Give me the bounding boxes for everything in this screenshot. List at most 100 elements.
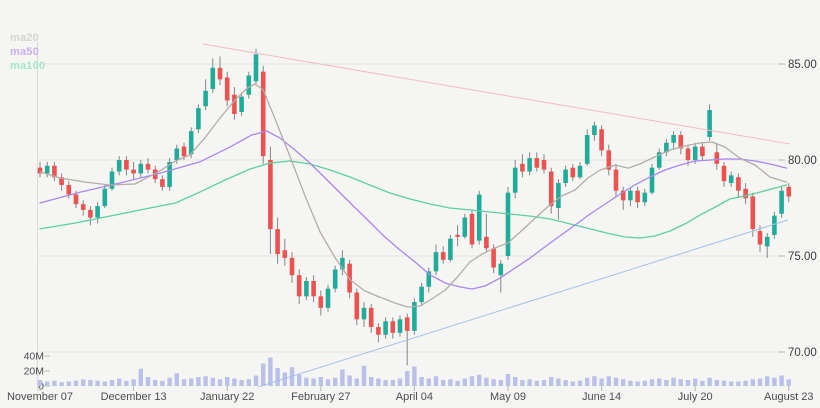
volume-bar (412, 366, 417, 386)
candle-up (304, 280, 309, 297)
candle-up (138, 163, 144, 174)
candle-up (498, 263, 504, 276)
volume-bar (124, 380, 129, 386)
volume-bar (268, 357, 273, 386)
volume-bar (520, 380, 525, 386)
volume-bar (397, 378, 403, 386)
volume-bar (462, 378, 467, 386)
candle-up (325, 288, 331, 308)
volume-bar (534, 380, 539, 386)
candle-up (203, 90, 208, 107)
candle-up (246, 75, 252, 95)
volume-bar (210, 377, 215, 386)
candle-down (354, 292, 360, 320)
candle-down (376, 327, 381, 335)
volume-bar (102, 381, 107, 386)
volume-bar (549, 377, 554, 386)
volume-bar (340, 369, 345, 386)
date-tick-label: January 22 (200, 391, 254, 403)
volume-bar (577, 380, 583, 386)
volume-bar (563, 380, 568, 386)
candle-up (656, 152, 662, 168)
candle-down (700, 146, 705, 157)
candle-down (260, 71, 266, 157)
candle-up (556, 183, 561, 208)
volume-bar (541, 380, 547, 386)
volume-bar (707, 377, 712, 386)
candle-down (455, 234, 460, 237)
date-tick-label: February 27 (291, 391, 350, 403)
volume-bar (484, 377, 489, 386)
candle-up (419, 286, 424, 303)
volume-bar (714, 380, 719, 386)
candle-down (131, 169, 136, 174)
ma20-line (39, 83, 788, 308)
volume-tick-label: 40M (24, 351, 44, 363)
candle-down (678, 135, 684, 149)
volume-tick-label: 20M (24, 366, 44, 378)
descending-resistance-trendline (202, 43, 791, 145)
volume-bar (433, 376, 439, 386)
candle-up (527, 158, 532, 172)
volume-bar (405, 371, 410, 386)
volume-bar (786, 379, 791, 386)
volume-bar (196, 377, 201, 386)
candle-up (95, 206, 100, 218)
volume-bar (117, 378, 122, 386)
volume-bar (729, 381, 734, 386)
candle-down (124, 160, 129, 170)
candle-up (174, 148, 180, 160)
candle-up (512, 167, 518, 193)
candle-down (757, 231, 763, 245)
candle-up (188, 131, 194, 155)
candle-up (764, 236, 770, 247)
volume-bar (318, 377, 323, 386)
volume-bar (246, 379, 251, 386)
ascending-support-trendline (258, 219, 789, 388)
candle-up (340, 257, 345, 270)
volume-bar (138, 368, 143, 386)
volume-bar (678, 379, 683, 386)
candle-down (311, 280, 316, 297)
date-tick-label: May 09 (490, 391, 526, 403)
volume-bar (52, 380, 57, 386)
volume-bar (757, 378, 763, 386)
volume-bar (347, 375, 352, 386)
candle-down (368, 307, 374, 328)
candle-down (404, 317, 410, 331)
volume-bar (45, 381, 50, 386)
volume-bar (664, 380, 669, 386)
volume-bar (390, 380, 395, 386)
volume-bar (599, 378, 604, 386)
candle-up (44, 165, 50, 174)
candle-down (714, 152, 720, 164)
candle-down (743, 188, 748, 199)
candle-down (534, 158, 540, 168)
candle-up (116, 160, 122, 172)
candle-down (606, 150, 612, 170)
volume-bar (642, 380, 647, 386)
candle-up (448, 238, 453, 260)
volume-bar (671, 377, 676, 386)
candle-up (505, 192, 511, 256)
candle-down (145, 163, 151, 170)
candle-up (728, 175, 734, 184)
candle-down (491, 248, 496, 268)
candle-down (620, 190, 626, 201)
volume-bar (361, 365, 367, 386)
date-tick-label: July 20 (678, 391, 713, 403)
date-tick-label: April 04 (396, 391, 433, 403)
candle-up (383, 321, 388, 335)
volume-bar (304, 377, 309, 386)
volume-bar (513, 377, 518, 386)
volume-bar (721, 380, 727, 386)
candle-down (786, 186, 792, 197)
volume-bar (181, 379, 187, 386)
candle-up (332, 269, 338, 289)
candle-up (253, 54, 259, 82)
volume-bar (354, 378, 359, 386)
candle-up (397, 319, 403, 333)
candle-up (433, 252, 439, 272)
candle-up (476, 194, 482, 241)
